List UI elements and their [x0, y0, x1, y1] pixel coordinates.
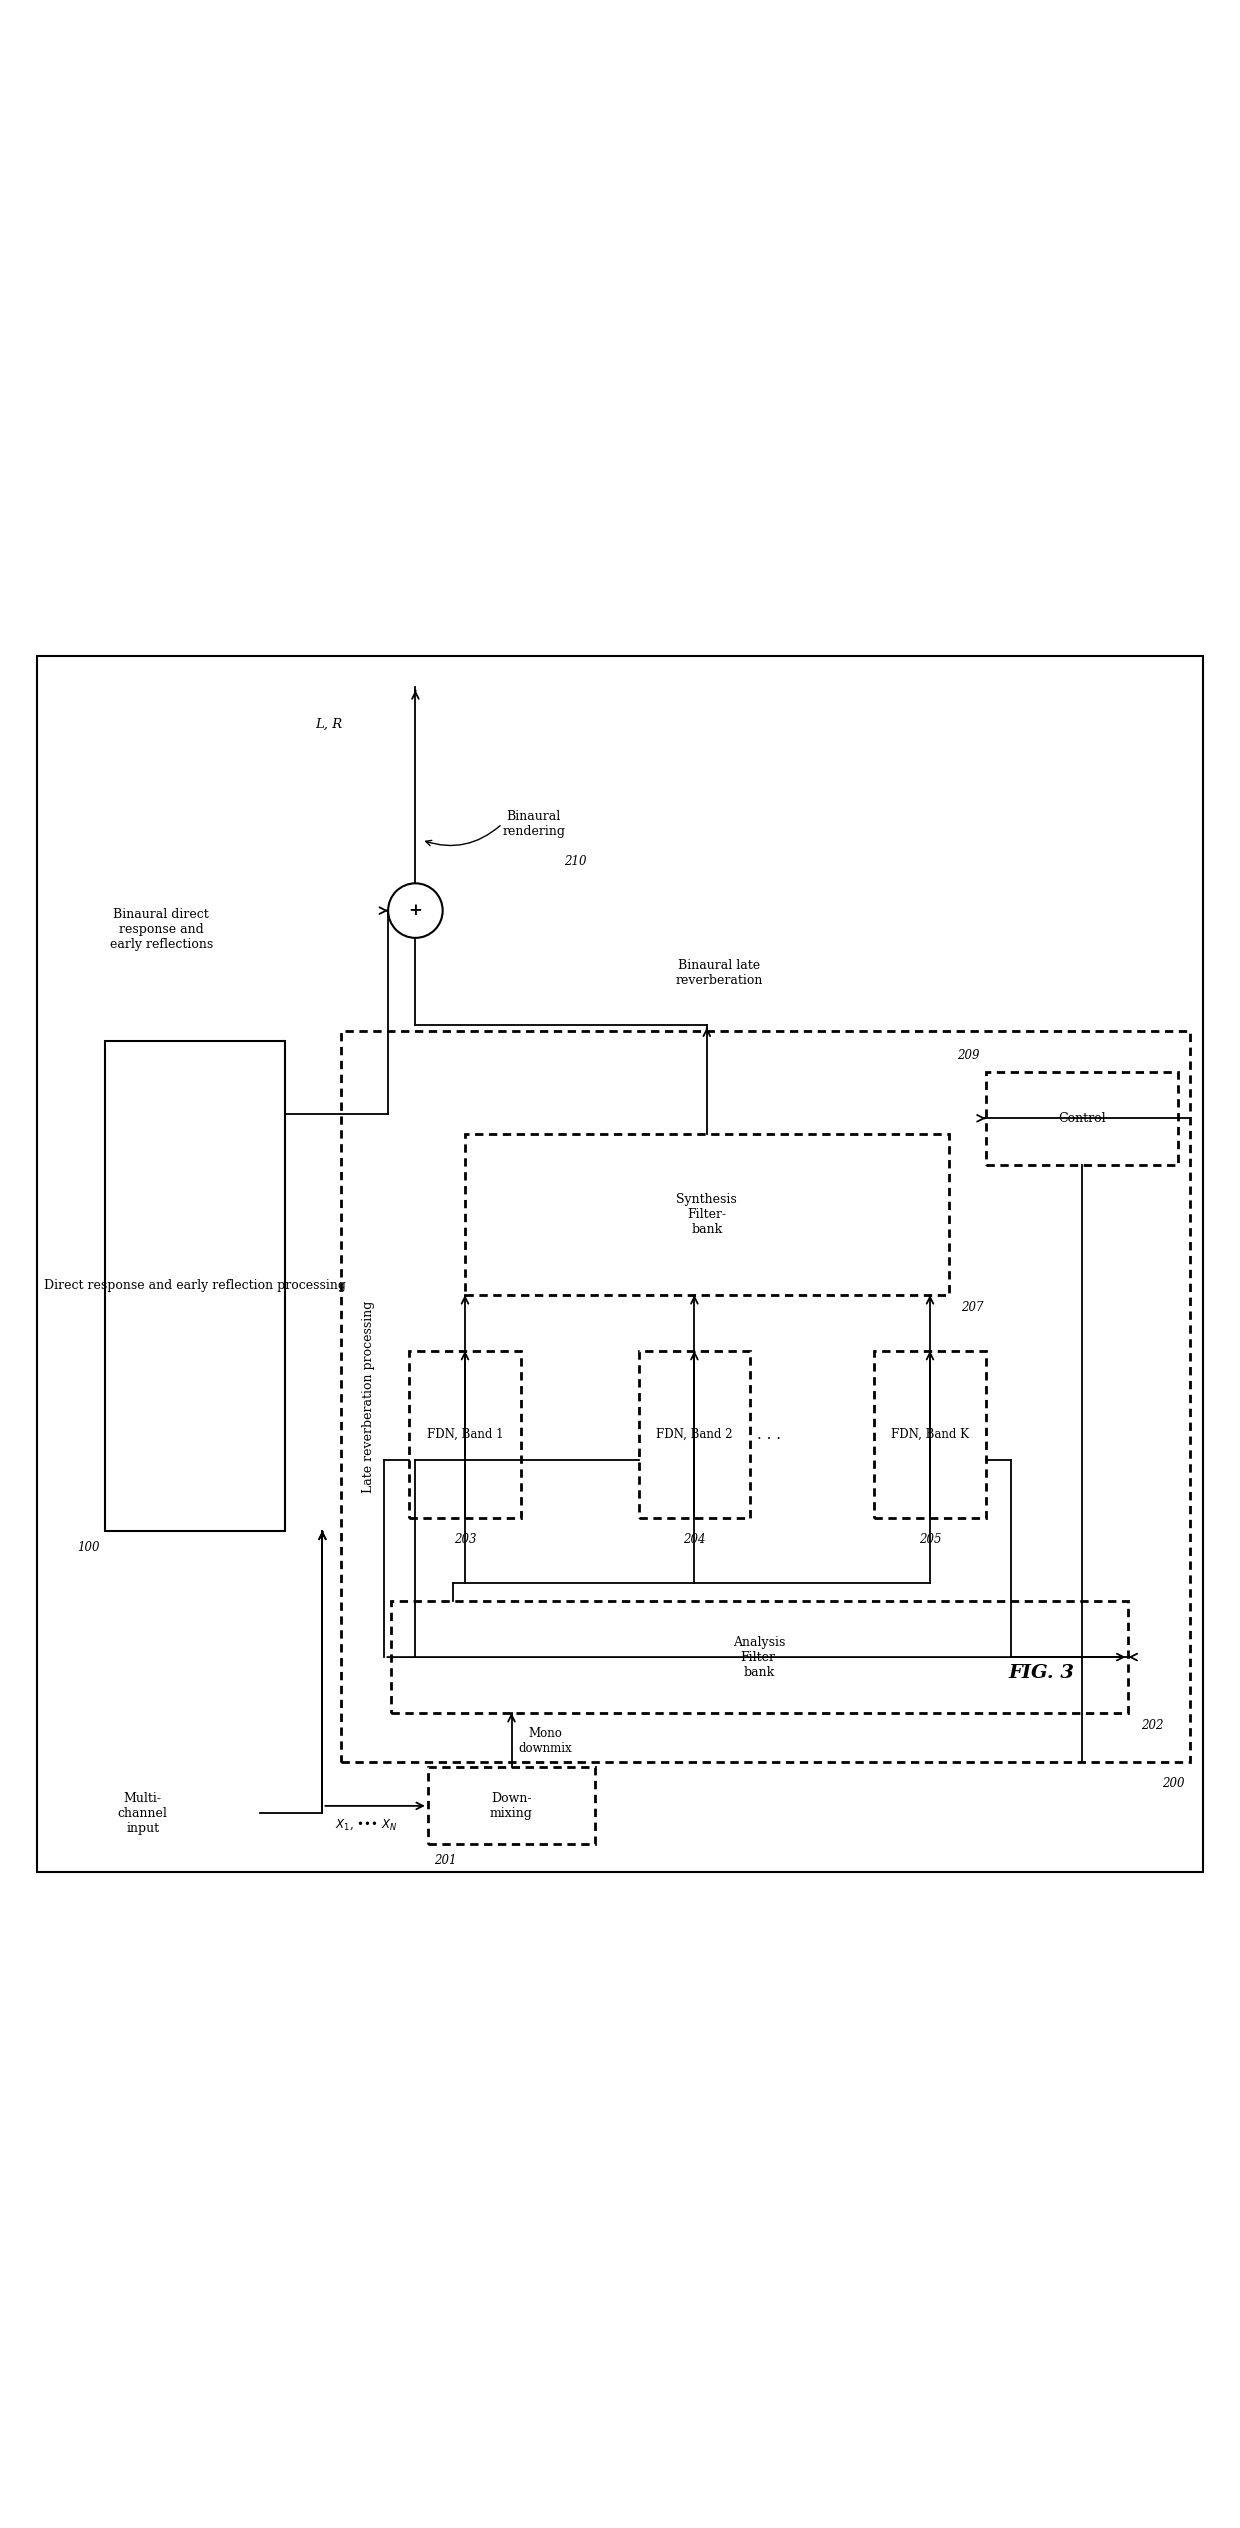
Text: 205: 205	[919, 1532, 941, 1547]
Text: Synthesis
Filter-
bank: Synthesis Filter- bank	[677, 1193, 737, 1236]
Text: 100: 100	[77, 1540, 99, 1555]
Text: 200: 200	[1162, 1777, 1184, 1790]
Bar	[465, 1133, 949, 1294]
Text: Late reverberation processing: Late reverberation processing	[362, 1299, 374, 1494]
Bar	[341, 1031, 1190, 1762]
Text: Multi-
channel
input: Multi- channel input	[118, 1792, 167, 1835]
Bar	[986, 1072, 1178, 1165]
Bar	[428, 1767, 595, 1845]
Text: Direct response and early reflection processing: Direct response and early reflection pro…	[45, 1279, 346, 1292]
Text: . . .: . . .	[756, 1428, 781, 1441]
Text: 203: 203	[454, 1532, 476, 1547]
Text: Binaural direct
response and
early reflections: Binaural direct response and early refle…	[109, 908, 213, 951]
Text: Analysis
Filter-
bank: Analysis Filter- bank	[733, 1636, 786, 1679]
Text: FDN, Band 1: FDN, Band 1	[427, 1428, 503, 1441]
Text: 207: 207	[961, 1302, 983, 1315]
Text: Mono
downmix: Mono downmix	[518, 1727, 573, 1754]
Text: 201: 201	[434, 1853, 456, 1868]
Text: Binaural
rendering: Binaural rendering	[502, 809, 565, 837]
Bar	[874, 1350, 986, 1519]
Bar	[105, 1042, 285, 1529]
Text: 210: 210	[564, 854, 587, 867]
Text: FDN, Band K: FDN, Band K	[892, 1428, 968, 1441]
Text: +: +	[408, 902, 423, 920]
Text: Down-
mixing: Down- mixing	[490, 1792, 533, 1820]
Bar	[639, 1350, 750, 1519]
Text: Binaural late
reverberation: Binaural late reverberation	[676, 958, 763, 986]
Text: $X_1$, ••• $X_N$: $X_1$, ••• $X_N$	[335, 1818, 397, 1833]
Text: FDN, Band 2: FDN, Band 2	[656, 1428, 733, 1441]
Text: L, R: L, R	[315, 718, 342, 731]
Text: FIG. 3: FIG. 3	[1008, 1663, 1075, 1681]
Text: 202: 202	[1141, 1719, 1163, 1732]
Text: Control: Control	[1058, 1112, 1106, 1125]
Text: 209: 209	[957, 1049, 980, 1062]
Bar	[409, 1350, 521, 1519]
Circle shape	[388, 882, 443, 938]
Bar	[391, 1600, 1128, 1714]
Text: 204: 204	[683, 1532, 706, 1547]
